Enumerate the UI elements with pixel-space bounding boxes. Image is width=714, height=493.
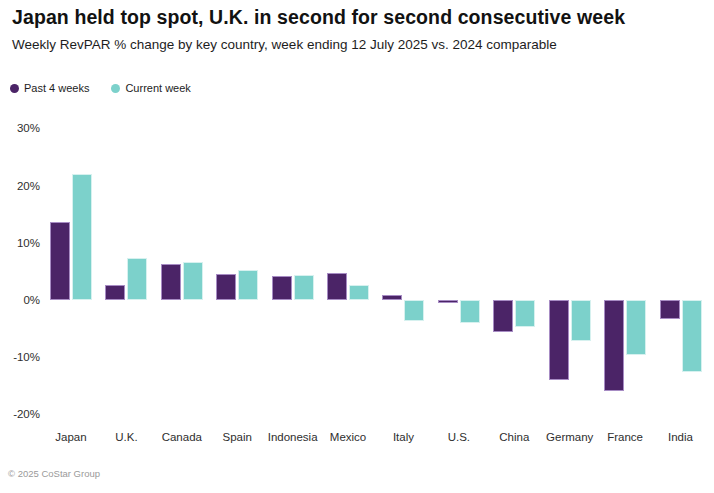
x-label-china: China (499, 431, 529, 443)
x-label-u-k: U.K. (115, 431, 137, 443)
bar-indonesia-current-week (294, 275, 314, 300)
bar-japan-past-4-weeks (50, 222, 70, 300)
bar-france-past-4-weeks (604, 300, 624, 391)
legend-dot-current-week-icon (111, 84, 120, 93)
bar-mexico-current-week (349, 285, 369, 300)
legend-item-past-4-weeks: Past 4 weeks (10, 82, 89, 94)
bar-u-k-past-4-weeks (105, 285, 125, 300)
chart-subtitle: Weekly RevPAR % change by key country, w… (12, 37, 557, 52)
bar-indonesia-past-4-weeks (272, 276, 292, 300)
x-label-indonesia: Indonesia (268, 431, 318, 443)
legend-label: Past 4 weeks (24, 82, 89, 94)
bar-spain-past-4-weeks (216, 274, 236, 300)
bar-japan-current-week (72, 174, 92, 300)
x-label-japan: Japan (55, 431, 86, 443)
x-label-france: France (607, 431, 643, 443)
y-tick-20: 20% (0, 180, 40, 192)
x-label-india: India (668, 431, 693, 443)
x-label-canada: Canada (162, 431, 202, 443)
bar-china-current-week (515, 300, 535, 327)
x-label-mexico: Mexico (330, 431, 366, 443)
bar-italy-current-week (404, 300, 424, 321)
bar-canada-past-4-weeks (161, 264, 181, 300)
x-label-italy: Italy (393, 431, 414, 443)
page-title: Japan held top spot, U.K. in second for … (12, 6, 625, 29)
bar-mexico-past-4-weeks (327, 273, 347, 300)
y-tick--10: -10% (0, 351, 40, 363)
bar-canada-current-week (183, 262, 203, 300)
bar-france-current-week (626, 300, 646, 355)
bar-u-s-current-week (460, 300, 480, 323)
x-label-spain: Spain (223, 431, 252, 443)
y-tick--20: -20% (0, 408, 40, 420)
x-label-germany: Germany (546, 431, 593, 443)
legend-item-current-week: Current week (111, 82, 190, 94)
bar-u-k-current-week (127, 258, 147, 300)
bar-spain-current-week (238, 270, 258, 300)
y-tick-10: 10% (0, 237, 40, 249)
chart-page: Japan held top spot, U.K. in second for … (0, 0, 714, 493)
bar-germany-past-4-weeks (549, 300, 569, 380)
bar-u-s-past-4-weeks (438, 300, 458, 303)
bar-chart: 30% 20% 10% 0% -10% -20% Japan U.K. Canada Spain… (0, 110, 714, 455)
bar-india-past-4-weeks (660, 300, 680, 319)
y-tick-0: 0% (0, 294, 40, 306)
legend-dot-past-4-weeks-icon (10, 84, 19, 93)
legend: Past 4 weeks Current week (10, 82, 213, 94)
bar-italy-past-4-weeks (382, 295, 402, 300)
y-tick-30: 30% (0, 122, 40, 134)
legend-label: Current week (125, 82, 190, 94)
copyright-text: © 2025 CoStar Group (8, 468, 100, 479)
x-label-u-s: U.S. (448, 431, 470, 443)
bar-china-past-4-weeks (493, 300, 513, 332)
bar-germany-current-week (571, 300, 591, 341)
bar-india-current-week (682, 300, 702, 372)
